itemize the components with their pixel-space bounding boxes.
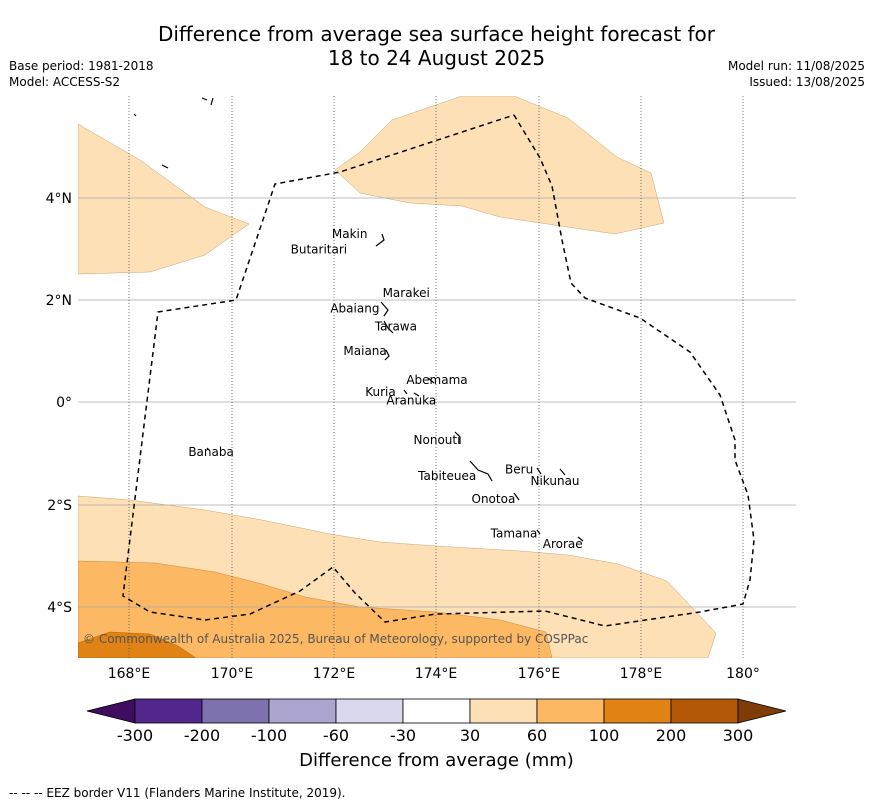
island-outlines [133,97,584,542]
lat-axis: 4°N 2°N 0° 2°S 4°S [46,191,73,616]
place-label-butaritari: Butaritari [291,243,348,257]
colorbar-swatch-1 [134,698,203,724]
place-label-tarawa: Tarawa [374,319,417,333]
place-label-arorae: Arorae [543,537,583,551]
colorbar-tick-2: -100 [251,726,287,745]
colorbar-tick-4: -30 [390,726,416,745]
place-label-aranuka: Aranuka [386,394,436,408]
colorbar [86,698,787,724]
place-label-tabiteuea: Tabiteuea [417,469,476,483]
colorbar-swatch-3 [268,698,337,724]
title-line-1: Difference from average sea surface heig… [157,22,716,46]
lon-gridlines [128,96,744,658]
colorbar-swatch-7 [536,698,605,724]
footer-note: -- -- -- EEZ border V11 (Flanders Marine… [9,786,346,800]
copyright-notice: © Commonwealth of Australia 2025, Bureau… [83,632,588,646]
colorbar-swatch-4 [335,698,404,724]
colorbar-ticks: -300 -200 -100 -60 -30 30 60 100 200 300 [117,726,753,745]
lat-label-4n: 4°N [46,191,72,207]
title-line-2: 18 to 24 August 2025 [327,46,546,70]
model-name: Model: ACCESS-S2 [9,75,121,89]
model-run: Model run: 11/08/2025 [727,59,865,73]
lon-label-174e: 174°E [415,666,458,682]
place-label-abemama: Abemama [406,373,467,387]
meta-right: Model run: 11/08/2025 Issued: 13/08/2025 [728,58,865,90]
colorbar-swatch-6 [469,698,538,724]
anomaly-60-100 [78,560,553,658]
colorbar-extend-low [86,698,136,724]
colorbar-swatch-9 [670,698,739,724]
colorbar-tick-0: -300 [117,726,153,745]
place-label-abaiang: Abaiang [330,301,379,315]
place-label-nikunau: Nikunau [530,474,579,488]
lat-label-2n: 2°N [46,293,72,309]
lat-label-2s: 2°S [47,498,72,514]
place-label-beru: Beru [505,463,533,477]
lon-axis: 168°E 170°E 172°E 174°E 176°E 178°E 180° [108,666,760,682]
colorbar-tick-1: -200 [184,726,220,745]
lon-label-168e: 168°E [108,666,151,682]
lat-label-0: 0° [56,395,72,411]
place-label-makin: Makin [332,227,368,241]
anomaly-30-60-west [78,123,250,275]
place-label-banaba: Banaba [188,445,234,459]
colorbar-swatch-8 [603,698,672,724]
map-area: Makin Butaritari Marakei Abaiang Tarawa Maian… [78,96,796,658]
colorbar-tick-8: 200 [656,726,687,745]
colorbar-tick-5: 30 [460,726,480,745]
anomaly-100-200 [78,631,197,658]
lon-label-178e: 178°E [620,666,663,682]
lat-gridlines [78,197,796,608]
colorbar-extend-high [737,698,787,724]
place-label-tamana: Tamana [490,527,538,541]
colorbar-tick-9: 300 [723,726,754,745]
colorbar-label: Difference from average (mm) [299,750,574,771]
colorbar-tick-6: 60 [527,726,547,745]
meta-left: Base period: 1981-2018 Model: ACCESS-S2 [9,58,154,90]
colorbar-swatch-2 [201,698,270,724]
anomaly-30-60-north [334,96,665,235]
lon-label-176e: 176°E [518,666,561,682]
issued-date: Issued: 13/08/2025 [749,75,865,89]
place-label-maiana: Maiana [343,344,386,358]
eez-border [122,114,755,627]
lon-label-170e: 170°E [211,666,254,682]
place-label-kuria: Kuria [365,385,396,399]
map-canvas: Makin Butaritari Marakei Abaiang Tarawa Maian… [46,96,796,745]
colorbar-swatch-5 [402,698,471,724]
place-label-nonouti: Nonouti [414,433,461,447]
lon-label-172e: 172°E [313,666,356,682]
colorbar-tick-3: -60 [323,726,349,745]
place-labels: Makin Butaritari Marakei Abaiang Tarawa Maian… [188,227,582,551]
place-label-marakei: Marakei [383,286,430,300]
lat-label-4s: 4°S [47,600,72,616]
place-label-onotoa: Onotoa [472,492,516,506]
chart-title: Difference from average sea surface heig… [0,22,873,70]
colorbar-tick-7: 100 [589,726,620,745]
lon-label-180: 180° [726,666,760,682]
base-period: Base period: 1981-2018 [9,59,154,73]
